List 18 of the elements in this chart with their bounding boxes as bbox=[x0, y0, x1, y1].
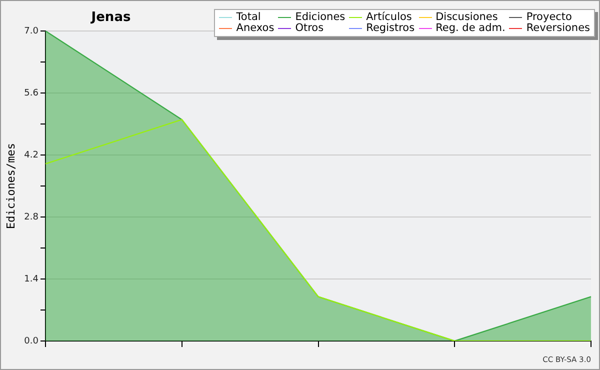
legend-label: Ediciones bbox=[295, 11, 346, 23]
y-tick-label: 0.0 bbox=[24, 336, 39, 346]
y-axis-title: Ediciones/mes bbox=[4, 142, 18, 230]
legend-label: Discusiones bbox=[436, 11, 498, 23]
legend-label: Reversiones bbox=[526, 22, 590, 34]
legend-label: Artículos bbox=[366, 11, 412, 23]
legend-label: Reg. de adm. bbox=[436, 22, 506, 34]
legend-label: Otros bbox=[295, 22, 324, 34]
y-tick-label: 4.2 bbox=[24, 150, 39, 160]
chart-title: Jenas bbox=[90, 10, 132, 25]
legend-label: Anexos bbox=[236, 22, 274, 34]
y-tick-label: 7.0 bbox=[24, 26, 39, 36]
y-tick-label: 5.6 bbox=[24, 88, 39, 98]
y-tick-label: 1.4 bbox=[24, 274, 39, 284]
y-tick-label: 2.8 bbox=[24, 212, 39, 222]
legend-label: Total bbox=[236, 11, 261, 23]
legend-label: Registros bbox=[366, 22, 415, 34]
legend-label: Proyecto bbox=[526, 11, 572, 23]
